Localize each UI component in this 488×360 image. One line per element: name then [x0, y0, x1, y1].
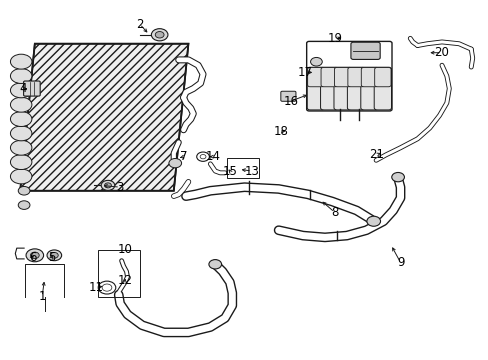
- Circle shape: [168, 158, 181, 168]
- Circle shape: [208, 260, 221, 269]
- Text: 8: 8: [330, 206, 338, 219]
- FancyBboxPatch shape: [374, 67, 390, 87]
- Ellipse shape: [10, 97, 32, 112]
- FancyBboxPatch shape: [333, 67, 350, 110]
- Ellipse shape: [10, 112, 32, 126]
- Ellipse shape: [10, 126, 32, 141]
- Circle shape: [47, 250, 61, 261]
- Ellipse shape: [10, 140, 32, 155]
- Circle shape: [104, 183, 111, 188]
- FancyBboxPatch shape: [280, 91, 295, 101]
- Text: 13: 13: [244, 165, 259, 177]
- Circle shape: [101, 180, 115, 190]
- FancyBboxPatch shape: [307, 67, 324, 87]
- Circle shape: [151, 29, 167, 41]
- Text: 12: 12: [117, 274, 132, 287]
- Text: 5: 5: [48, 251, 56, 264]
- Text: 9: 9: [396, 256, 404, 269]
- Circle shape: [18, 186, 30, 195]
- Ellipse shape: [10, 169, 32, 184]
- Text: 18: 18: [273, 125, 288, 138]
- Text: 10: 10: [117, 243, 132, 256]
- FancyBboxPatch shape: [306, 67, 324, 110]
- Text: 20: 20: [434, 46, 448, 59]
- Polygon shape: [20, 44, 188, 191]
- Circle shape: [310, 58, 322, 66]
- FancyBboxPatch shape: [347, 67, 364, 87]
- Text: 17: 17: [297, 66, 312, 79]
- Text: 3: 3: [116, 181, 123, 194]
- Bar: [98, 250, 140, 297]
- FancyBboxPatch shape: [361, 67, 377, 87]
- Text: 11: 11: [88, 281, 103, 294]
- Circle shape: [18, 201, 30, 210]
- Text: 21: 21: [368, 148, 383, 161]
- Circle shape: [26, 249, 43, 262]
- Text: 6: 6: [29, 251, 36, 264]
- FancyBboxPatch shape: [360, 67, 377, 110]
- FancyBboxPatch shape: [373, 67, 391, 110]
- Bar: [227, 158, 259, 178]
- Circle shape: [366, 216, 380, 226]
- Text: 19: 19: [326, 32, 342, 45]
- Ellipse shape: [10, 154, 32, 170]
- Circle shape: [50, 252, 58, 258]
- Text: 1: 1: [39, 290, 46, 303]
- Text: 7: 7: [180, 150, 187, 163]
- FancyBboxPatch shape: [350, 42, 379, 59]
- Text: 15: 15: [222, 165, 237, 177]
- Text: 16: 16: [283, 95, 298, 108]
- FancyBboxPatch shape: [23, 81, 40, 96]
- Ellipse shape: [10, 68, 32, 84]
- FancyBboxPatch shape: [346, 67, 364, 110]
- Ellipse shape: [10, 54, 32, 69]
- Ellipse shape: [10, 83, 32, 98]
- FancyBboxPatch shape: [334, 67, 350, 87]
- Circle shape: [155, 32, 163, 38]
- Text: 4: 4: [19, 82, 26, 95]
- FancyBboxPatch shape: [320, 67, 337, 110]
- Text: 14: 14: [205, 150, 220, 163]
- Text: 2: 2: [136, 18, 143, 31]
- FancyBboxPatch shape: [321, 67, 337, 87]
- Circle shape: [391, 172, 404, 182]
- Circle shape: [30, 252, 39, 258]
